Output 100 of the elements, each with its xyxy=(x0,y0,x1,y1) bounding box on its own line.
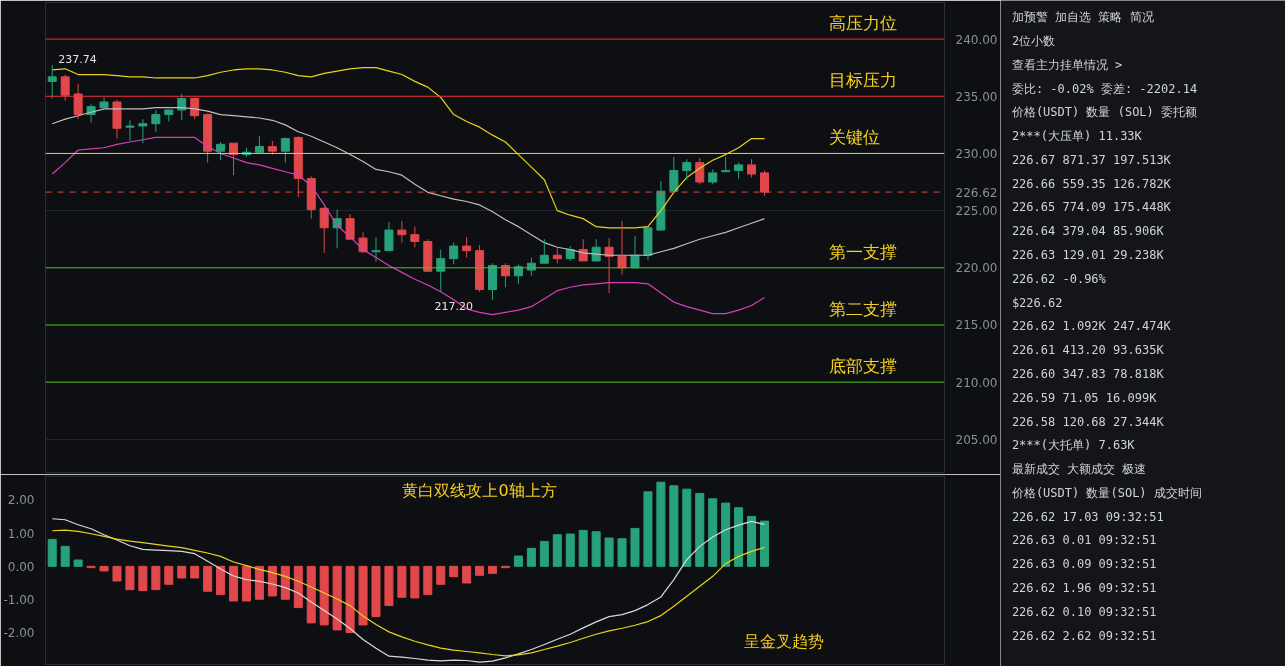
candlestick xyxy=(345,213,355,240)
line-series xyxy=(51,136,766,316)
text: 226.62 1.092K 247.474K xyxy=(1011,319,1172,334)
candlestick xyxy=(695,157,705,185)
bar xyxy=(384,565,394,607)
bar xyxy=(759,520,770,567)
candlestick xyxy=(151,109,161,133)
candlestick xyxy=(112,99,122,140)
ref-line-label: 目标压力 xyxy=(829,70,898,91)
y-tick-label: -2.00 xyxy=(3,626,35,641)
ref-line-label: 底部支撑 xyxy=(829,356,898,377)
bar xyxy=(138,565,148,592)
text: 226.63 0.01 09:32:51 xyxy=(1011,533,1157,548)
candlestick xyxy=(254,135,264,153)
bar xyxy=(99,565,109,572)
text: 226.62 17.03 09:32:51 xyxy=(1011,509,1164,524)
y-tick-label: 0.00 xyxy=(7,559,35,574)
bar xyxy=(669,485,679,567)
bar xyxy=(656,481,666,567)
candlestick xyxy=(397,220,407,244)
y-tick-label: 1.00 xyxy=(7,526,35,541)
bar xyxy=(151,565,161,591)
y-tick-label: 240.00 xyxy=(955,32,998,47)
bar xyxy=(695,492,705,567)
y-tick-label: 215.00 xyxy=(955,318,998,333)
candlestick xyxy=(190,98,200,120)
y-tick-label: 2.00 xyxy=(7,493,35,508)
y-tick-label: -1.00 xyxy=(3,593,35,608)
candlestick xyxy=(319,207,329,254)
text: $226.62 xyxy=(1011,295,1063,310)
text: 226.61 413.20 93.635K xyxy=(1011,343,1165,358)
bar xyxy=(319,565,329,626)
candlestick xyxy=(488,262,498,301)
bar xyxy=(513,555,523,567)
text: 价格(USDT) 数量 (SOL) 委托额 xyxy=(1010,105,1198,120)
bar xyxy=(552,534,562,567)
candlestick xyxy=(682,158,692,181)
y-tick-label: 220.00 xyxy=(955,261,998,276)
bar xyxy=(734,507,744,567)
candlestick xyxy=(125,119,135,142)
bar xyxy=(229,565,239,602)
text: 2***(大压单) 11.33K xyxy=(1011,129,1143,144)
candlestick xyxy=(734,162,744,180)
bar xyxy=(345,565,355,634)
text: 226.60 347.83 78.818K xyxy=(1011,366,1165,381)
candlestick xyxy=(708,168,718,185)
text: 2位小数 xyxy=(1011,33,1056,48)
bar xyxy=(539,540,549,567)
text: 最新成交 大额成交 极速 xyxy=(1011,462,1147,477)
bar xyxy=(164,565,174,585)
line-series xyxy=(51,67,766,229)
bar xyxy=(47,538,57,567)
candlestick xyxy=(617,220,627,276)
bar xyxy=(216,565,226,596)
bar xyxy=(254,565,264,600)
bar xyxy=(682,488,692,567)
y-tick-label: 235.00 xyxy=(955,89,998,104)
candlestick xyxy=(280,138,290,164)
ref-line-label: 第二支撑 xyxy=(829,298,898,319)
bar xyxy=(306,565,316,624)
text: 226.62 -0.96% xyxy=(1011,271,1107,286)
bar xyxy=(73,559,83,567)
y-tick-label: 225.00 xyxy=(955,204,998,219)
bar xyxy=(203,565,213,592)
bar xyxy=(708,498,718,567)
candlestick xyxy=(591,238,601,262)
candlestick xyxy=(371,236,381,263)
candlestick xyxy=(423,238,433,272)
bar xyxy=(241,565,251,602)
candlestick xyxy=(138,118,148,144)
bar xyxy=(591,531,601,567)
y-tick-label: 210.00 xyxy=(955,375,998,390)
ref-line-label: 高压力位 xyxy=(829,13,898,34)
bar xyxy=(449,565,459,578)
y-tick-label: 230.00 xyxy=(955,146,998,161)
bar xyxy=(747,515,757,567)
candlestick xyxy=(73,83,83,120)
text: 委比: -0.02% 委差: -2202.14 xyxy=(1011,81,1198,96)
bar xyxy=(190,565,200,579)
annotation: 黄白双线攻上0轴上方 xyxy=(402,480,557,500)
y-tick-label: 226.62 xyxy=(955,185,998,200)
text: 226.65 774.09 175.448K xyxy=(1011,200,1172,215)
text: 加预警 加自选 策略 简况 xyxy=(1011,10,1154,25)
text: 查看主力挂单情况 > xyxy=(1011,57,1123,72)
text: 226.63 0.09 09:32:51 xyxy=(1011,557,1157,572)
candlestick xyxy=(203,114,213,164)
candlestick xyxy=(436,249,446,293)
candlestick xyxy=(99,96,109,109)
candlestick xyxy=(643,227,653,261)
bar xyxy=(293,565,303,609)
text: 226.66 559.35 126.782K xyxy=(1011,176,1172,191)
text: 226.59 71.05 16.099K xyxy=(1011,390,1158,405)
bar xyxy=(280,565,290,600)
ref-line-label: 第一支撑 xyxy=(829,241,898,262)
bar xyxy=(125,565,135,591)
bar xyxy=(358,565,368,626)
bar xyxy=(721,502,731,567)
bar xyxy=(630,527,640,567)
bar xyxy=(267,565,277,597)
bar xyxy=(488,565,498,574)
